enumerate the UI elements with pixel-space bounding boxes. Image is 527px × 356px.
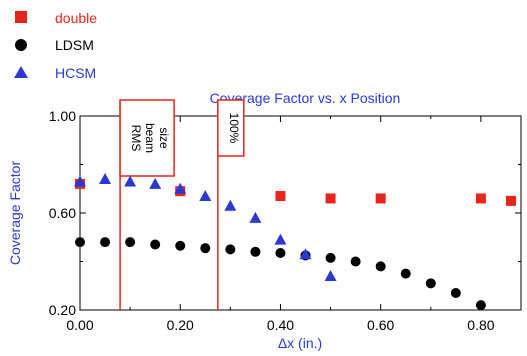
x-tick-label: 0.40	[267, 317, 294, 333]
data-point-double	[275, 191, 286, 202]
data-point-ldsm	[400, 268, 411, 279]
data-point-ldsm	[150, 239, 161, 250]
y-axis-title: Coverage Factor	[7, 161, 23, 266]
tick-labels: 0.00 0.20 0.40 0.60 0.800.200.601.00	[49, 108, 495, 333]
legend-item-hcsm: HCSM	[14, 65, 96, 81]
x-tick-label: 0.60	[367, 317, 394, 333]
legend: double LDSM HCSM	[14, 10, 97, 81]
annotation-box	[119, 99, 175, 177]
data-point-double	[505, 195, 516, 206]
annotation-label: size	[157, 127, 171, 149]
legend-marker-ldsm	[15, 39, 27, 51]
data-point-hcsm	[124, 175, 137, 187]
x-axis-title: Δx (in.)	[278, 335, 322, 351]
data-point-hcsm	[149, 177, 162, 189]
annotation-box	[217, 99, 245, 157]
data-point-ldsm	[250, 246, 261, 257]
data-point-ldsm	[325, 252, 336, 263]
data-point-hcsm	[99, 173, 112, 185]
data-point-hcsm	[299, 248, 312, 260]
data-point-ldsm	[475, 300, 486, 311]
data-point-hcsm	[74, 175, 86, 187]
data-point-ldsm	[425, 278, 436, 289]
y-tick-label: 0.20	[49, 302, 76, 318]
data-point-hcsm	[174, 182, 187, 194]
series-ldsm	[75, 237, 486, 311]
legend-label-hcsm: HCSM	[55, 65, 96, 81]
data-point-ldsm	[175, 240, 186, 251]
annotation-label: RMS	[129, 125, 143, 152]
data-point-ldsm	[75, 237, 85, 248]
data-point-double	[325, 193, 336, 204]
data-point-ldsm	[450, 288, 461, 299]
legend-marker-hcsm	[14, 66, 28, 78]
data-marks	[74, 173, 516, 311]
data-point-hcsm	[199, 190, 212, 202]
data-point-hcsm	[224, 199, 237, 211]
legend-item-double: double	[15, 10, 97, 26]
data-point-ldsm	[350, 256, 361, 267]
data-point-double	[475, 193, 486, 204]
data-point-hcsm	[274, 233, 287, 245]
x-tick-label: 0.00	[66, 317, 93, 333]
annotations: RMS beam size 100%	[119, 99, 245, 310]
legend-label-ldsm: LDSM	[55, 37, 94, 53]
x-tick-label: 0.20	[167, 317, 194, 333]
legend-marker-double	[15, 11, 27, 23]
data-point-hcsm	[249, 211, 262, 223]
y-tick-label: 0.60	[49, 205, 76, 221]
series-hcsm	[74, 173, 337, 282]
data-point-ldsm	[125, 237, 136, 248]
data-point-ldsm	[225, 244, 236, 255]
legend-item-ldsm: LDSM	[15, 37, 94, 53]
data-point-double	[375, 193, 386, 204]
data-point-ldsm	[200, 243, 211, 254]
legend-label-double: double	[55, 10, 97, 26]
y-tick-label: 1.00	[49, 108, 76, 124]
data-point-ldsm	[375, 261, 386, 272]
annotation-label: 100%	[227, 113, 241, 144]
annotation-label: beam	[143, 123, 157, 153]
series-double	[75, 178, 516, 206]
data-point-ldsm	[275, 248, 286, 259]
chart-title: Coverage Factor vs. x Position	[210, 90, 401, 106]
x-tick-label: 0.80	[467, 317, 494, 333]
data-point-ldsm	[100, 237, 111, 248]
data-point-hcsm	[324, 270, 337, 282]
